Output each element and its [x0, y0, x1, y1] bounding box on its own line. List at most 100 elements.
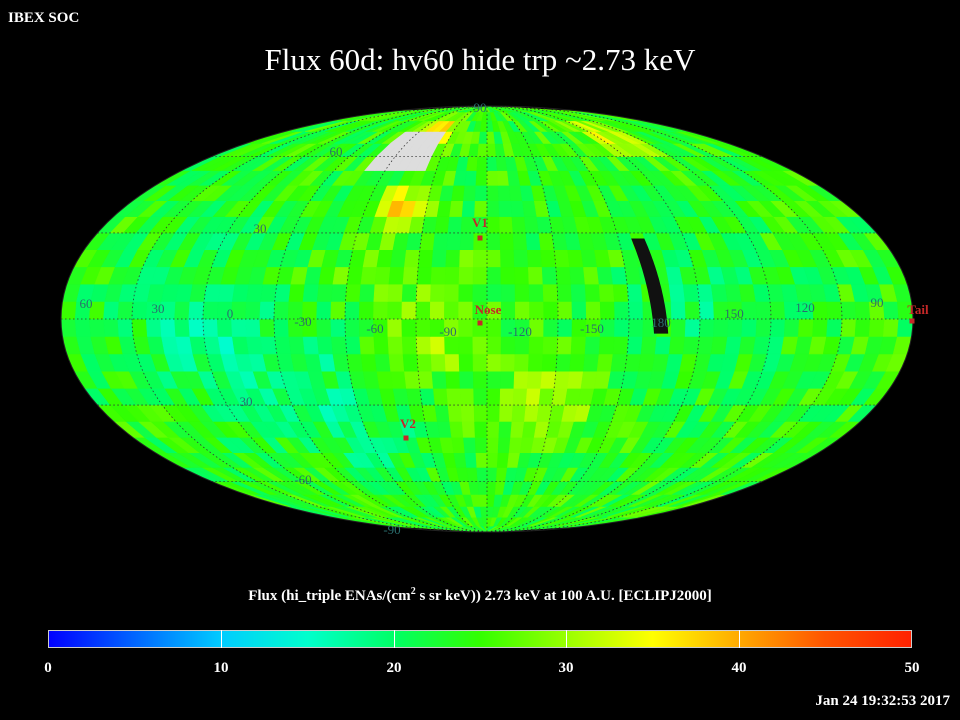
- flux-pixel: [402, 266, 419, 285]
- flux-pixel: [769, 301, 786, 320]
- flux-pixel: [202, 318, 219, 337]
- flux-pixel: [541, 266, 558, 285]
- flux-pixel: [570, 336, 587, 355]
- flux-pixel: [160, 318, 177, 337]
- flux-pixel: [466, 467, 479, 482]
- flux-pixel: [571, 301, 587, 320]
- flux-pixel: [528, 283, 544, 302]
- flux-pixel: [486, 156, 498, 171]
- flux-pixel: [538, 387, 555, 406]
- colorbar-tick-label: 40: [731, 660, 747, 676]
- flux-pixel: [436, 200, 452, 217]
- flux-pixel: [359, 283, 376, 302]
- flux-pixel: [245, 318, 261, 337]
- flux-pixel: [498, 421, 513, 438]
- flux-pixel: [316, 301, 332, 320]
- colorbar-title: Flux (hi_triple ENAs/(cm2 s sr keV)) 2.7…: [248, 586, 712, 604]
- flux-pixel: [246, 283, 264, 302]
- flux-pixel: [668, 283, 686, 302]
- flux-pixel: [529, 301, 545, 320]
- longitude-label: 30: [152, 301, 165, 316]
- flux-pixel: [596, 353, 614, 372]
- flux-pixel: [868, 318, 885, 337]
- marker-nose-point: [477, 320, 483, 326]
- flux-pixel: [514, 336, 530, 355]
- flux-pixel: [475, 170, 488, 186]
- flux-pixel: [459, 370, 474, 389]
- latitude-label: 60: [330, 144, 343, 159]
- flux-pixel: [444, 336, 460, 355]
- flux-pixel: [626, 336, 644, 355]
- longitude-label: -30: [294, 314, 311, 329]
- latitude-label: 30: [240, 394, 253, 409]
- flux-pixel: [486, 481, 497, 495]
- longitude-label: 90: [871, 295, 884, 310]
- flux-pixel: [401, 336, 418, 355]
- longitude-label: 0: [227, 306, 234, 321]
- flux-pixel: [346, 353, 364, 372]
- flux-pixel: [755, 301, 772, 320]
- timestamp: Jan 24 19:32:53 2017: [815, 693, 950, 709]
- flux-pixel: [500, 266, 516, 285]
- flux-pixel: [570, 283, 587, 302]
- flux-pixel: [360, 266, 378, 285]
- flux-pixel: [274, 283, 292, 302]
- flux-pixel: [416, 353, 433, 372]
- flux-pixel: [497, 185, 511, 201]
- flux-pixel: [478, 131, 488, 144]
- flux-pixel: [486, 353, 502, 372]
- flux-pixel: [449, 200, 464, 217]
- flux-pixel: [402, 353, 419, 372]
- flux-pixel: [419, 232, 436, 250]
- flux-pixel: [538, 232, 555, 250]
- flux-pixel: [476, 467, 488, 482]
- flux-pixel: [444, 353, 460, 372]
- flux-pixel: [553, 249, 570, 268]
- flux-pixel: [145, 318, 162, 337]
- flux-pixel: [360, 353, 378, 372]
- flux-pixel: [373, 336, 390, 355]
- flux-pixel: [670, 318, 687, 337]
- flux-pixel: [344, 318, 360, 337]
- flux-pixel: [583, 353, 600, 372]
- flux-pixel: [496, 170, 510, 186]
- flux-pixel: [628, 318, 644, 337]
- org-label: IBEX SOC: [8, 10, 80, 26]
- flux-pixel: [713, 318, 729, 337]
- flux-pixel: [628, 301, 644, 320]
- flux-pixel: [511, 404, 527, 422]
- flux-pixel: [527, 353, 544, 372]
- flux-pixel: [431, 370, 448, 389]
- flux-pixel: [514, 353, 530, 372]
- flux-pixel: [525, 387, 542, 406]
- marker-v2-label: V2: [400, 416, 416, 431]
- flux-pixel: [459, 249, 474, 268]
- colorbar-tick-label: 30: [558, 660, 574, 676]
- flux-pixel: [447, 404, 463, 422]
- flux-pixel: [388, 266, 405, 285]
- flux-pixel: [513, 370, 529, 389]
- flux-pixel: [500, 370, 515, 389]
- flux-pixel: [259, 301, 276, 320]
- flux-pixel: [344, 301, 360, 320]
- flux-pixel: [498, 200, 513, 217]
- flux-pixel: [390, 370, 407, 389]
- marker-nose-label: Nose: [475, 302, 502, 317]
- flux-pixel: [598, 283, 615, 302]
- flux-pixel: [557, 301, 573, 320]
- flux-pixel: [696, 283, 714, 302]
- flux-pixel: [188, 318, 205, 337]
- flux-pixel: [727, 318, 743, 337]
- flux-pixel: [512, 232, 528, 250]
- flux-pixel: [332, 266, 350, 285]
- flux-pixel: [569, 353, 586, 372]
- flux-pixel: [610, 266, 628, 285]
- flux-pixel: [260, 283, 278, 302]
- colorbar-tick-label: 0: [44, 660, 52, 676]
- flux-pixel: [478, 494, 488, 507]
- flux-pixel: [432, 387, 449, 406]
- flux-pixel: [61, 301, 77, 320]
- flux-pixel: [486, 387, 501, 406]
- flux-pixel: [543, 318, 559, 337]
